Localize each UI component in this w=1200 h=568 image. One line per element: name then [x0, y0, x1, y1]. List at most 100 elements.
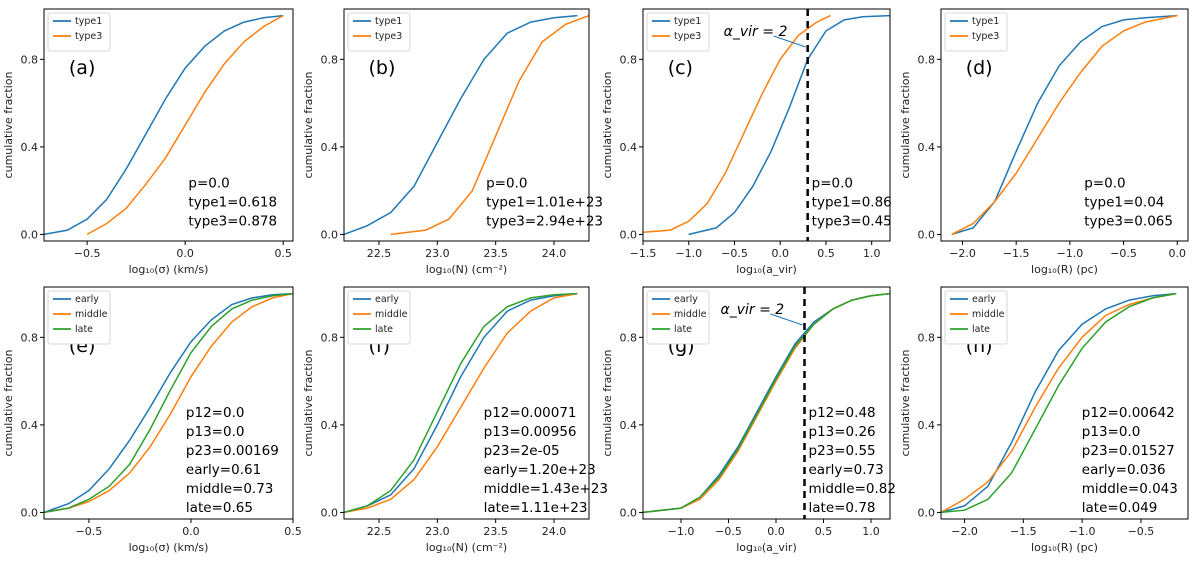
series-line-early	[941, 292, 1177, 514]
legend-label-type1: type1	[375, 16, 402, 27]
y-tick-label: 0.4	[918, 141, 936, 154]
x-tick-label: 24.0	[542, 247, 567, 260]
y-tick-label: 0.0	[918, 506, 936, 519]
y-tick-label: 0.0	[620, 506, 638, 519]
series-line-late	[44, 292, 293, 514]
stat-line: early=1.20e+23	[484, 462, 596, 478]
x-axis-label: log₁₀(N) (cm⁻²)	[426, 263, 507, 276]
series-line-type1	[44, 14, 284, 236]
panel-c: α_vir = 2 −1.5 −1.0 −0.5 0.0 0.5 1.0 0.0 0.4 0.8 l…	[601, 8, 892, 276]
panel-g: α_vir = 2 −1.0 −0.5 0.0 0.5 1.0 0.0 0.4 0.8 log₁₀…	[601, 286, 896, 554]
legend-label-late: late	[75, 324, 93, 335]
plot-frame	[343, 286, 590, 520]
series-line-late	[941, 292, 1177, 514]
x-tick-label: 1.0	[862, 525, 880, 538]
x-tick-label: 23.0	[425, 247, 450, 260]
plot-frame	[642, 286, 891, 520]
legend-box	[47, 12, 111, 52]
legend-label-middle: middle	[674, 309, 707, 320]
y-tick-label: 0.4	[321, 419, 339, 432]
stat-line: early=0.61	[186, 462, 261, 478]
series-line-type1	[951, 14, 1178, 236]
x-tick-label: 23.5	[483, 525, 508, 538]
x-tick-label: −1.5	[1010, 525, 1037, 538]
x-tick-label: −0.5	[1110, 247, 1137, 260]
alpha-vir-annotation: α_vir = 2	[721, 302, 785, 318]
panel-letter: (b)	[369, 57, 396, 79]
x-tick-label: 0.5	[274, 247, 292, 260]
legend-box	[646, 290, 710, 345]
stat-line: middle=1.43e+23	[484, 481, 608, 497]
series-line-late	[643, 292, 890, 514]
legend-label-early: early	[75, 294, 99, 305]
stat-line: p=0.0	[1084, 176, 1125, 192]
stat-line: p23=2e-05	[484, 443, 560, 459]
legend-box	[646, 12, 710, 52]
x-tick-label: 0.5	[284, 525, 302, 538]
x-tick-label: −0.5	[721, 247, 748, 260]
legend-label-late: late	[972, 324, 990, 335]
x-tick-label: 0.0	[771, 247, 789, 260]
y-axis-label: cumulative fraction	[302, 72, 315, 179]
y-axis-label: cumulative fraction	[2, 350, 15, 457]
x-axis-label: log₁₀(N) (cm⁻²)	[426, 541, 507, 554]
series-line-middle	[44, 292, 293, 514]
stat-line: type1=0.04	[1084, 195, 1164, 211]
panel-b: 22.5 23.0 23.5 24.0 0.0 0.4 0.8 log₁₀(N) (cm⁻²)…	[302, 8, 603, 276]
stat-line: p13=0.26	[809, 424, 876, 440]
stat-line: p12=0.0	[186, 405, 245, 421]
legend-label-late: late	[674, 324, 692, 335]
x-tick-label: 22.5	[367, 247, 392, 260]
panel-h: −2.0 −1.5 −1.0 −0.5 0.0 0.4 0.8 log₁₀(R) (pc) cu…	[899, 286, 1189, 554]
series-line-type1	[344, 14, 578, 236]
legend-label-early: early	[674, 294, 698, 305]
series-line-type1	[688, 14, 890, 236]
x-tick-label: −1.5	[630, 247, 657, 260]
legend-label-middle: middle	[972, 309, 1005, 320]
x-tick-label: −1.0	[1057, 247, 1084, 260]
plot-frame	[940, 286, 1189, 520]
legend-label-middle: middle	[75, 309, 108, 320]
stat-line: type1=0.86	[812, 195, 892, 211]
x-axis-label: log₁₀(σ) (km/s)	[129, 263, 209, 276]
x-tick-label: −2.0	[949, 247, 976, 260]
legend-label-middle: middle	[375, 309, 408, 320]
series-line-early	[344, 292, 578, 514]
y-tick-label: 0.8	[918, 53, 936, 66]
plot-frame	[343, 8, 590, 242]
stat-line: late=0.049	[1082, 500, 1158, 516]
panel-letter: (d)	[966, 57, 993, 79]
y-tick-label: 0.4	[321, 141, 339, 154]
y-tick-label: 0.0	[21, 506, 39, 519]
y-tick-label: 0.4	[21, 141, 39, 154]
alpha-vir-annotation: α_vir = 2	[724, 24, 788, 40]
stat-line: type1=1.01e+23	[486, 195, 603, 211]
x-tick-label: −1.0	[1069, 525, 1096, 538]
y-tick-label: 0.8	[918, 331, 936, 344]
panel-e: −0.5 0.0 0.5 0.0 0.4 0.8 log₁₀(σ) (km/s) cumula…	[2, 286, 302, 554]
y-axis-label: cumulative fraction	[2, 72, 15, 179]
series-line-late	[344, 292, 578, 514]
plot-frame	[940, 8, 1189, 242]
y-axis-label: cumulative fraction	[302, 350, 315, 457]
y-tick-label: 0.0	[620, 228, 638, 241]
annotation-arrow	[770, 313, 803, 326]
stat-line: p23=0.55	[809, 443, 876, 459]
legend-label-type3: type3	[972, 31, 999, 42]
series-line-middle	[941, 292, 1177, 514]
legend-label-type1: type1	[674, 16, 701, 27]
series-line-early	[44, 292, 293, 514]
x-tick-label: −0.5	[715, 525, 742, 538]
stat-line: p13=0.00956	[484, 424, 577, 440]
y-axis-label: cumulative fraction	[899, 350, 912, 457]
stat-line: middle=0.73	[186, 481, 273, 497]
stat-line: p23=0.00169	[186, 443, 279, 459]
annotation-arrow	[773, 35, 806, 48]
x-tick-label: −1.0	[668, 525, 695, 538]
stat-line: type1=0.618	[188, 195, 277, 211]
x-tick-label: −0.5	[1128, 525, 1155, 538]
legend-label-type1: type1	[972, 16, 999, 27]
x-axis-label: log₁₀(a_vir)	[736, 541, 797, 554]
legend-label-type3: type3	[375, 31, 402, 42]
